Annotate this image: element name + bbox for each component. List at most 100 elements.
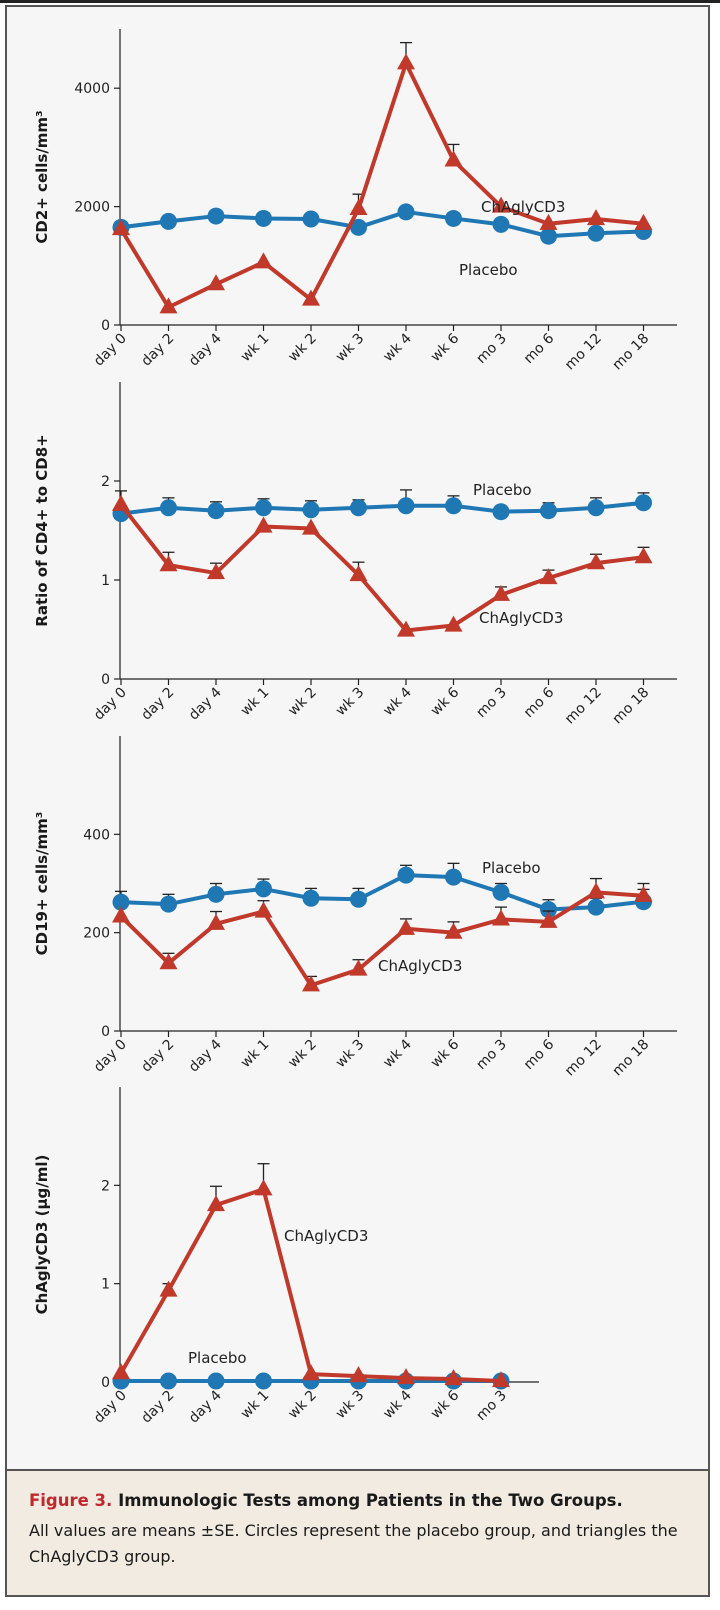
data-point-triangle [397,620,415,637]
data-point-circle [587,224,605,242]
data-point-triangle [159,297,178,314]
data-point-circle [492,883,510,901]
data-point-triangle [397,53,415,70]
data-point-triangle [302,1364,320,1381]
data-point-triangle [539,213,558,230]
data-point-triangle [587,209,605,226]
x-tick-label: mo 18 [610,331,653,374]
data-point-triangle [634,885,653,902]
y-axis-label: ChAglyCD3 (μg/ml) [33,1155,51,1315]
data-point-triangle [444,150,463,167]
top-rule [0,0,720,3]
chart-panel-3: 0 200 400 CD19+ cells/mm³ day 0 day 2 day 4 wk … [33,736,677,1079]
x-tick-label: wk 3 [333,1388,368,1423]
series-chaglycd3 [112,1163,510,1388]
series-line [120,873,644,912]
data-point-circle [350,499,367,517]
x-tick-label: wk 6 [428,1036,463,1071]
x-tick-label: wk 2 [285,331,320,366]
data-point-triangle [587,882,605,899]
x-tick-label: wk 1 [238,1388,273,1423]
y-tick-label: 2000 [74,200,110,216]
x-tick-label: mo 3 [473,1037,509,1073]
data-point-circle [207,502,225,520]
series-annotation: ChAglyCD3 [378,957,462,975]
y-tick-label: 400 [83,827,110,843]
y-tick-label: 2 [101,1178,110,1194]
data-point-triangle [349,565,368,582]
data-point-circle [397,866,415,884]
data-point-triangle [444,922,463,939]
x-tick-label: wk 1 [238,685,273,720]
series-annotation: Placebo [473,481,532,499]
data-point-triangle [397,1368,415,1385]
series-placebo [112,489,652,523]
y-tick-label: 200 [83,926,110,942]
data-point-circle [302,501,320,519]
x-tick-label: mo 6 [521,684,558,721]
data-point-triangle [302,975,320,992]
data-point-triangle [492,1371,510,1388]
data-point-triangle [302,289,320,306]
x-tick-label: wk 4 [380,684,415,719]
data-point-circle [112,893,130,911]
data-point-circle [160,212,177,230]
data-point-triangle [634,213,653,230]
series-annotation: ChAglyCD3 [479,609,563,627]
y-tick-label: 0 [101,672,110,688]
x-tick-label: wk 2 [285,685,320,720]
x-tick-label: mo 3 [473,331,509,367]
x-tick-label: mo 12 [562,331,605,374]
x-tick-label: wk 3 [333,331,368,366]
data-point-triangle [444,1369,463,1386]
x-tick-label: day 4 [186,330,225,369]
series-annotation: ChAglyCD3 [284,1227,368,1245]
series-chaglycd3 [112,877,653,992]
y-tick-label: 1 [101,1277,110,1293]
chart-panel-2: 0 1 2 Ratio of CD4+ to CD8+ day 0 day 2 day 4 w… [33,382,677,727]
x-tick-label: mo 3 [473,1388,509,1424]
series-line [119,503,644,633]
x-tick-label: mo 12 [562,685,605,728]
data-point-circle [540,227,557,245]
data-point-triangle [349,199,368,216]
x-tick-label: day 0 [91,1388,130,1427]
data-point-circle [540,502,557,520]
y-axis-label: CD2+ cells/mm³ [33,110,51,243]
data-point-circle [160,1372,177,1390]
series-placebo [112,203,652,245]
data-point-triangle [349,959,368,976]
y-tick-label: 0 [101,318,110,334]
y-tick-label: 1 [101,573,110,589]
data-point-triangle [492,196,510,213]
x-tick-label: day 2 [138,685,177,724]
series-placebo [112,862,652,919]
x-tick-label: wk 3 [333,1037,368,1072]
data-point-circle [255,1372,272,1390]
data-point-triangle [112,219,130,236]
y-axis-label: CD19+ cells/mm³ [33,812,51,956]
x-tick-label: wk 4 [380,1387,415,1422]
x-tick-label: wk 1 [238,1037,273,1072]
data-point-triangle [634,547,653,564]
x-tick-label: day 4 [186,684,225,723]
data-point-triangle [112,906,130,923]
x-tick-label: wk 2 [285,1388,320,1423]
x-tick-label: day 4 [186,1036,225,1075]
series-annotation: Placebo [459,261,518,279]
x-tick-label: wk 6 [428,1387,463,1422]
data-point-circle [492,503,510,521]
series-chaglycd3 [112,41,653,314]
data-point-circle [255,209,272,227]
x-tick-label: wk 1 [238,331,273,366]
data-point-circle [255,499,272,517]
data-point-triangle [159,555,178,572]
data-point-triangle [112,1363,130,1380]
caption-label: Figure 3. [29,1491,113,1510]
x-tick-label: mo 3 [473,685,509,721]
data-point-circle [587,898,605,916]
x-tick-label: day 2 [138,1037,177,1076]
chart-panel-4: 0 1 2 ChAglyCD3 (μg/ml) day 0 day 2 day 4 wk 1 w… [33,1087,539,1426]
x-tick-label: mo 18 [610,1037,653,1080]
